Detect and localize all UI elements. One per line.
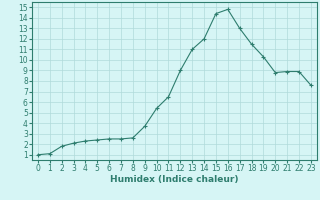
X-axis label: Humidex (Indice chaleur): Humidex (Indice chaleur) bbox=[110, 175, 239, 184]
